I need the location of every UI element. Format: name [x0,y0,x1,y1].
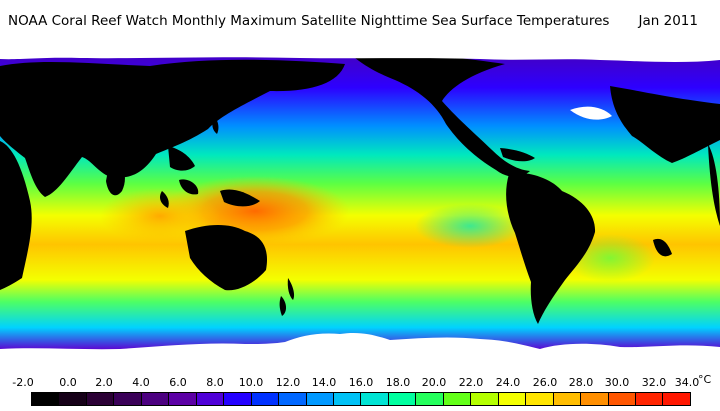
temperature-color-swatch [279,393,307,405]
tick-label: 12.0 [275,376,301,389]
temperature-color-swatch [526,393,554,405]
tick-label: 18.0 [385,376,411,389]
temperature-color-swatch [114,393,142,405]
borneo-island [179,179,199,195]
temperature-color-swatch [169,393,197,405]
temperature-color-bar [31,392,691,406]
temperature-color-swatch [361,393,389,405]
map-canvas [0,46,720,366]
tick-label: -2.0 [12,376,34,389]
tick-label: 28.0 [568,376,594,389]
temperature-color-swatch [196,393,225,405]
temperature-color-swatch [581,393,609,405]
tick-label: 4.0 [132,376,150,389]
temperature-color-swatch [333,393,362,405]
sst-map [0,46,720,366]
chart-title: NOAA Coral Reef Watch Monthly Maximum Sa… [8,13,610,29]
temperature-color-swatch [251,393,280,405]
header: NOAA Coral Reef Watch Monthly Maximum Sa… [0,0,720,46]
temperature-color-swatch [388,393,417,405]
tick-label: 14.0 [311,376,337,389]
indochina-peninsula [168,146,195,171]
eurasia-landmass [0,59,345,198]
tick-label: 0.0 [59,376,77,389]
antarctic-ice [0,332,720,366]
eastern-pacific-cooler-region [415,204,525,248]
unit-label: °C [698,373,712,386]
sea-ice-snow [0,46,720,366]
cuba-island [500,148,535,162]
tick-label: 20.0 [421,376,447,389]
europe-north-africa-landmass [610,86,720,163]
tick-label: 10.0 [238,376,264,389]
tick-label: 26.0 [532,376,558,389]
tick-label: 6.0 [169,376,187,389]
temperature-color-swatch [416,393,444,405]
temperature-color-swatch [224,393,252,405]
new-guinea-island [220,189,260,207]
south-america-landmass [506,173,596,324]
temperature-color-swatch [86,393,115,405]
arctic-ice [0,46,720,63]
temperature-scale: -2.0 0.0 2.0 4.0 6.0 8.0 10.0 12.0 14.0 … [0,366,720,411]
indian-subcontinent [106,160,125,196]
tick-label: 32.0 [641,376,667,389]
tick-label: 30.0 [604,376,630,389]
new-zealand-north-island [287,278,295,300]
new-zealand-south-island [279,296,287,316]
tick-label: 8.0 [206,376,224,389]
japan-islands [212,116,219,134]
temperature-color-swatch [663,393,690,405]
temperature-color-swatch [608,393,636,405]
sumatra-island [160,191,169,208]
temperature-color-swatch [498,393,527,405]
africa-east-edge [708,144,720,226]
temperature-color-swatch [471,393,499,405]
temperature-color-swatch [141,393,170,405]
tick-label: 2.0 [95,376,113,389]
north-america-landmass [355,54,530,177]
temperature-tick-labels: -2.0 0.0 2.0 4.0 6.0 8.0 10.0 12.0 14.0 … [0,376,720,392]
africa-landmass [0,141,32,290]
tick-label: 24.0 [495,376,521,389]
tick-label: 34.0 [674,376,700,389]
tick-label: 22.0 [458,376,484,389]
tick-label: 16.0 [348,376,374,389]
australia-landmass [185,224,268,291]
temperature-color-swatch [553,393,582,405]
land-masses [0,54,720,324]
temperature-color-swatch [32,393,60,405]
temperature-color-swatch [59,393,87,405]
date-label: Jan 2011 [638,13,698,29]
greenland-ice-edge [570,106,612,120]
temperature-color-swatch [635,393,664,405]
madagascar-island [653,238,672,257]
temperature-color-swatch [306,393,334,405]
temperature-color-swatch [443,393,472,405]
